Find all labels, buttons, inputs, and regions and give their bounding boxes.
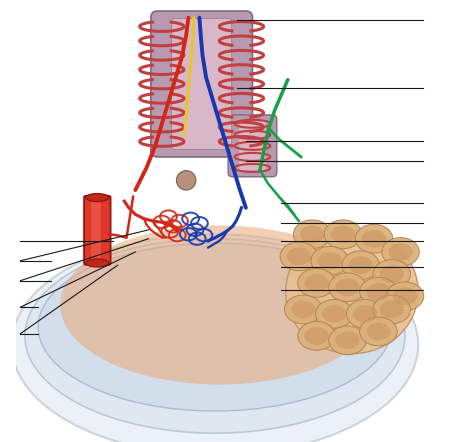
Ellipse shape (322, 305, 346, 323)
Ellipse shape (298, 268, 335, 297)
FancyBboxPatch shape (91, 202, 101, 261)
FancyBboxPatch shape (151, 11, 253, 157)
FancyBboxPatch shape (84, 196, 110, 265)
Ellipse shape (298, 322, 335, 350)
Ellipse shape (360, 317, 397, 346)
Ellipse shape (380, 301, 404, 318)
Ellipse shape (304, 327, 328, 345)
Ellipse shape (366, 283, 391, 301)
Ellipse shape (328, 273, 366, 301)
FancyBboxPatch shape (172, 19, 232, 149)
Ellipse shape (318, 252, 342, 270)
Ellipse shape (346, 300, 384, 328)
Ellipse shape (311, 246, 348, 275)
Ellipse shape (393, 287, 417, 305)
Ellipse shape (300, 225, 324, 243)
Ellipse shape (286, 230, 418, 354)
Ellipse shape (388, 243, 413, 261)
Ellipse shape (304, 274, 328, 292)
Ellipse shape (280, 242, 318, 271)
Ellipse shape (287, 248, 311, 265)
Ellipse shape (335, 332, 360, 349)
Circle shape (176, 171, 196, 190)
Ellipse shape (38, 243, 392, 411)
Ellipse shape (335, 278, 360, 296)
FancyBboxPatch shape (239, 122, 266, 170)
Ellipse shape (360, 278, 397, 306)
Ellipse shape (60, 225, 378, 385)
Ellipse shape (328, 326, 366, 354)
Ellipse shape (284, 295, 322, 324)
FancyBboxPatch shape (228, 115, 277, 177)
Ellipse shape (342, 251, 380, 279)
Ellipse shape (291, 301, 316, 318)
Ellipse shape (373, 259, 410, 288)
Ellipse shape (316, 300, 353, 328)
Ellipse shape (11, 234, 418, 442)
Ellipse shape (348, 256, 373, 274)
Ellipse shape (86, 259, 109, 267)
Ellipse shape (366, 323, 391, 340)
Ellipse shape (331, 225, 355, 243)
Ellipse shape (355, 224, 393, 253)
Ellipse shape (382, 237, 419, 266)
Ellipse shape (353, 305, 377, 323)
Ellipse shape (362, 230, 386, 248)
Ellipse shape (293, 220, 331, 248)
Ellipse shape (86, 194, 109, 202)
Ellipse shape (373, 295, 410, 324)
Ellipse shape (324, 220, 362, 248)
Ellipse shape (25, 239, 405, 433)
Ellipse shape (380, 265, 404, 283)
Ellipse shape (386, 282, 424, 310)
